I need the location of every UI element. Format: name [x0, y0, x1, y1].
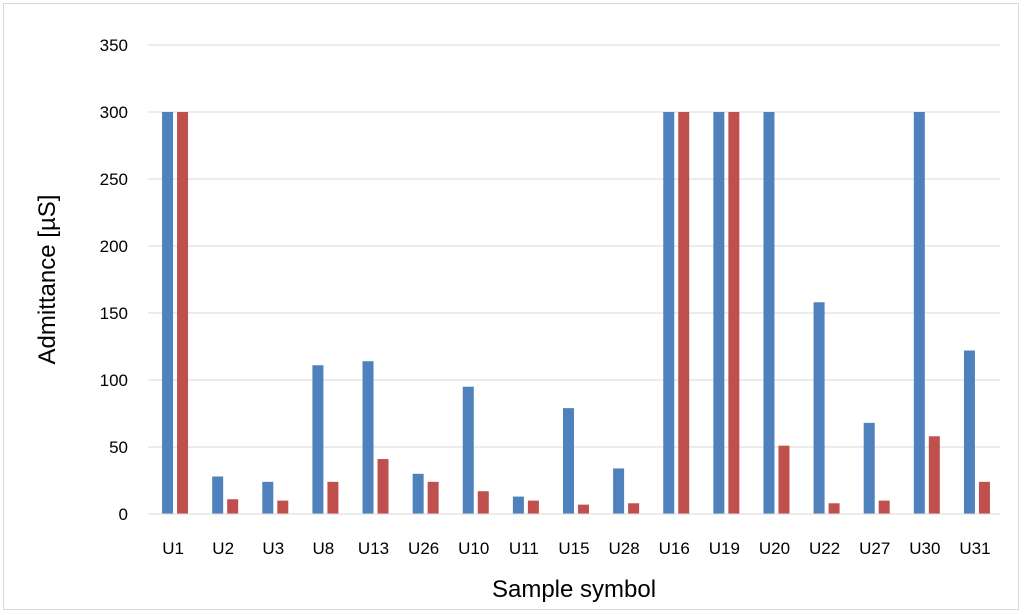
bar-series-2-u20	[778, 445, 790, 514]
bar-series-2-u22	[828, 503, 840, 514]
bar-series-1-u22	[813, 302, 825, 514]
bar-series-2-u15	[578, 504, 589, 514]
bar-series-1-u10	[462, 386, 474, 514]
x-tick-label: U3	[262, 539, 284, 558]
bar-series-2-u11	[527, 500, 539, 514]
x-tick-label: U15	[558, 539, 589, 558]
bar-series-2-u19	[728, 112, 740, 514]
x-tick-label: U26	[408, 539, 439, 558]
bar-series-1-u15	[563, 408, 574, 514]
x-tick-label: U19	[709, 539, 740, 558]
x-tick-label: U31	[959, 539, 990, 558]
bar-series-2-u26	[427, 481, 439, 514]
y-tick-label: 150	[100, 304, 128, 323]
bar-series-2-u30	[928, 436, 940, 514]
bar-series-1-u3	[262, 481, 274, 514]
x-tick-label: U20	[759, 539, 790, 558]
x-axis-title: Sample symbol	[492, 576, 656, 603]
y-tick-label: 100	[100, 371, 128, 390]
x-tick-labels: U1 U2 U3 U8 U13 U26 U10 U11 U15 U28 U16 U19 U20 U22 U2…	[162, 539, 990, 558]
bar-series-1-u13	[362, 361, 374, 514]
y-tick-label: 250	[100, 170, 128, 189]
x-tick-label: U13	[358, 539, 389, 558]
bar-series-2-u10	[477, 491, 489, 514]
x-tick-label: U2	[212, 539, 234, 558]
bar-series-1-u27	[863, 422, 875, 514]
bar-series-1-u20	[763, 112, 775, 514]
bar-series-1-u16	[663, 112, 675, 514]
y-tick-label: 50	[109, 438, 128, 457]
bar-series-2-u16	[678, 112, 690, 514]
y-tick-label: 200	[100, 237, 128, 256]
bar-series-1-u1	[162, 112, 174, 514]
x-tick-label: U16	[659, 539, 690, 558]
bar-series-2-u3	[277, 500, 289, 514]
y-tick-labels: 0 50 100 150 200 250 300 350	[100, 36, 128, 524]
bar-series-2-u1	[177, 112, 189, 514]
bar-series-1-u11	[512, 496, 524, 514]
y-tick-label: 300	[100, 103, 128, 122]
bar-series-1-u26	[412, 473, 424, 514]
bar-series-2-u27	[878, 500, 890, 514]
x-tick-label: U8	[313, 539, 335, 558]
x-tick-label: U30	[909, 539, 940, 558]
x-tick-label: U22	[809, 539, 840, 558]
x-tick-label: U1	[162, 539, 184, 558]
bar-series-1-u19	[713, 112, 725, 514]
gridlines	[148, 44, 1000, 448]
bar-series-2-u2	[227, 499, 239, 514]
bar-series-1-u28	[613, 468, 625, 514]
bar-series-2-u31	[978, 481, 990, 514]
bar-series-2-u13	[377, 459, 389, 514]
bar-series-2-u28	[628, 503, 640, 514]
x-tick-label: U10	[458, 539, 489, 558]
bar-series-1-u2	[212, 476, 224, 514]
x-tick-label: U11	[509, 539, 539, 558]
bar-series-1-u30	[913, 112, 925, 514]
x-tick-label: U27	[859, 539, 890, 558]
bars	[162, 112, 990, 514]
bar-series-1-u31	[963, 350, 975, 514]
y-tick-label: 0	[119, 505, 128, 524]
bar-series-1-u8	[312, 365, 324, 514]
y-axis-title: Admittance [µS]	[34, 195, 61, 365]
y-tick-label: 350	[100, 36, 128, 55]
x-tick-label: U28	[609, 539, 640, 558]
bar-series-2-u8	[327, 481, 339, 514]
